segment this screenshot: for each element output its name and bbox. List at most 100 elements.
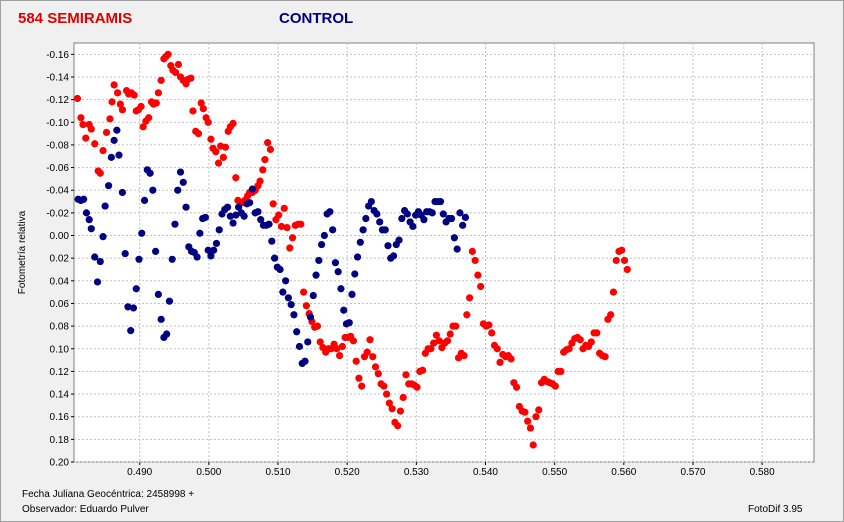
x-tick-label: 0.500 [196,467,221,478]
data-point [312,271,320,279]
data-point [246,199,254,207]
data-point [229,119,237,128]
data-point [77,114,85,122]
plot-area [73,42,815,463]
data-point [385,399,393,407]
data-point [396,407,405,415]
data-point [345,319,353,327]
data-point [145,114,153,122]
data-point [326,208,334,216]
data-point [363,348,371,356]
data-point [381,226,389,234]
data-point [135,255,143,263]
data-point [358,382,366,390]
data-point [463,311,471,319]
data-point [284,294,292,302]
data-point [137,102,145,111]
data-point [96,257,104,266]
data-point [551,382,559,390]
data-point [399,393,407,402]
data-point [620,256,629,265]
data-point [403,210,411,218]
data-point [269,200,277,208]
data-point [439,210,447,218]
data-point [313,322,322,330]
data-point [149,186,157,194]
data-point [413,383,421,391]
data-point [306,313,315,321]
data-point [382,390,391,398]
data-point [132,285,140,293]
data-point [286,244,294,252]
y-tick-label: 0.14 [50,390,70,401]
y-tick-label: -0.16 [46,50,69,61]
data-point [283,223,291,232]
data-point [376,218,384,226]
data-point [138,229,146,237]
data-point [428,209,436,217]
data-point [152,247,160,255]
data-point [223,203,232,211]
software-label: FotoDif 3.95 [748,504,803,515]
data-point [207,135,215,143]
data-point [80,195,88,203]
data-point [348,290,356,298]
x-tick-label: 0.550 [542,467,567,478]
data-point [187,74,195,82]
y-tick-label: 0.10 [50,344,70,355]
data-point [248,185,257,193]
data-point [101,202,109,210]
x-tick-label: 0.530 [404,467,429,478]
data-point [460,351,468,360]
julian-date-label: Fecha Juliana Geocéntrica: 2458998 + [22,489,195,500]
data-point [268,237,276,245]
data-point [320,231,328,240]
data-point [73,94,82,103]
data-point [612,256,620,265]
y-axis-label: Fotometría relativa [17,210,28,294]
data-point [333,345,341,353]
data-point [384,242,392,250]
data-point [157,76,165,84]
data-point [287,300,295,309]
chart-title-control: CONTROL [279,10,354,27]
data-point [196,229,204,237]
data-point [174,186,182,194]
data-point [82,134,90,142]
data-point [338,342,346,351]
data-point [108,98,116,106]
x-tick-label: 0.490 [127,467,152,478]
data-point [317,240,326,249]
data-point [453,245,461,253]
data-point [436,197,445,206]
data-point [234,203,243,211]
data-point [366,336,374,344]
data-point [474,271,482,279]
data-point [488,329,496,337]
data-point [513,383,521,391]
data-point [459,221,467,229]
x-tick-label: 0.570 [680,467,705,478]
data-point [609,288,618,296]
data-point [93,278,102,286]
data-point [443,337,452,345]
data-point [79,120,87,129]
data-point [102,128,111,137]
data-point [302,302,310,310]
data-point [139,123,147,131]
data-point [91,140,99,148]
data-point [301,357,309,365]
data-point [373,210,381,218]
data-point [398,214,406,223]
data-point [197,99,205,107]
data-point [99,233,107,241]
data-point [371,363,380,371]
data-point [340,306,348,314]
data-point [214,159,223,167]
data-point [356,238,364,246]
data-point [430,339,438,347]
data-point [535,406,543,414]
data-point [127,327,135,335]
data-point [521,408,529,416]
